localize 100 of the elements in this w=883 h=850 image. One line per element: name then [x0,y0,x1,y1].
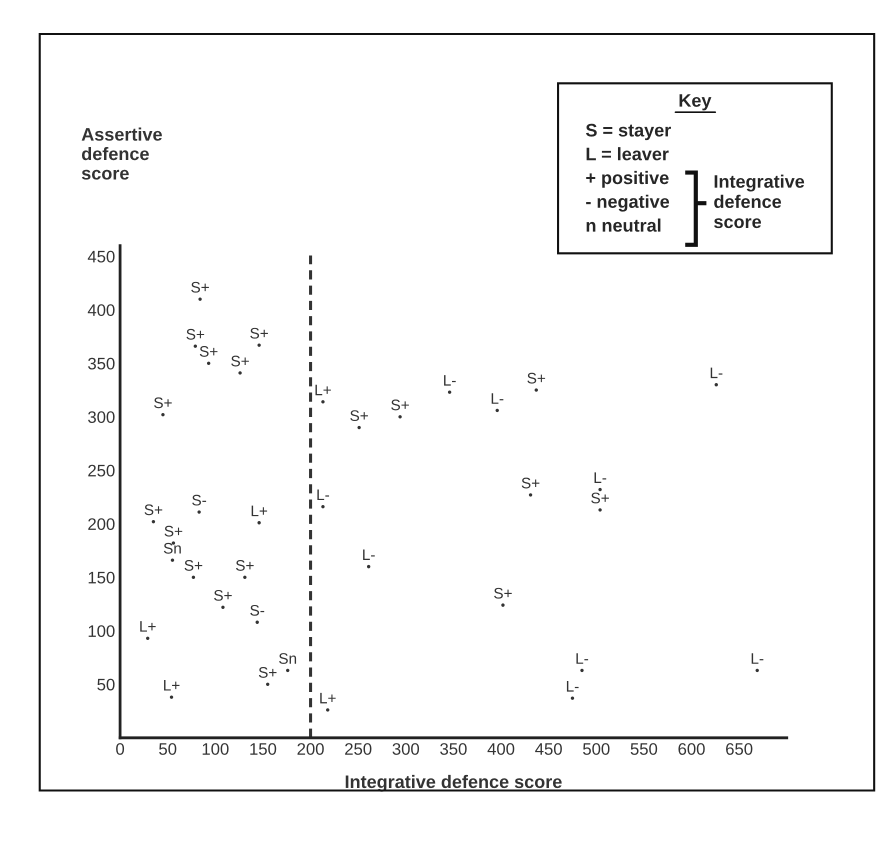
point [266,682,270,686]
text: S+ [527,372,546,384]
point [161,412,165,416]
text: L- [576,653,588,664]
text: L- [710,368,722,378]
text: S = stayer [586,124,671,140]
text: S+ [522,478,540,488]
y-tick-label: 50 [97,678,115,691]
text: L- [363,549,375,560]
text: - negative [586,194,670,212]
point [448,390,452,394]
point [534,388,538,392]
x-tick-label: 350 [440,743,467,755]
text: Integrative defence score [714,174,804,228]
x-tick-label: 200 [298,743,324,755]
y-tick-label: 150 [88,572,115,584]
text: S- [192,494,206,506]
text: S+ [250,328,268,339]
point [501,603,505,607]
point [198,297,202,301]
text: L- [752,653,764,664]
x-tick-label: 50 [159,743,176,755]
point [286,668,290,672]
y-tick-label: 400 [88,304,115,316]
point [243,576,247,580]
series-label: L- [444,375,456,386]
text: S+ [258,666,277,678]
y-tick-label: 300 [88,411,115,424]
text: L+ [315,384,331,396]
series-label: S+ [200,346,218,357]
text: S+ [391,400,409,410]
point [598,488,602,492]
text: L- [317,490,330,500]
x-tick-label: 300 [392,743,420,755]
x-tick-label: 0 [116,743,124,755]
point [170,695,174,699]
x-tick-label: 450 [535,743,562,755]
y-tick-label: 200 [88,518,115,530]
text: L- [492,393,504,404]
text: Key [680,94,712,110]
x-tick-label: 600 [678,743,705,755]
point [257,521,261,524]
x-tick-label: 150 [250,743,276,755]
series-label: L+ [252,506,268,516]
text: L+ [140,621,156,632]
text: L+ [320,692,336,704]
point [756,668,759,672]
point [714,383,718,386]
point [326,708,330,712]
text: L- [566,681,579,692]
point [192,576,196,580]
text: S+ [186,328,204,340]
text: S+ [591,492,609,504]
x-tick-label: 550 [630,743,658,755]
point [152,520,156,524]
point [357,426,361,430]
series-label: Sn [164,542,181,554]
y-tick-label: 250 [88,464,115,477]
y-axis-title: Assertive defence score [82,128,162,180]
y-tick-label: 350 [88,358,115,370]
text: S+ [191,282,209,293]
x-tick-label: 500 [583,743,610,755]
x-tick-label: 400 [488,743,514,755]
point [366,564,370,568]
series-label: S- [250,604,264,616]
point [206,362,210,366]
x-axis-title: Integrative defence score [346,774,562,792]
text: S+ [350,410,368,422]
text: S+ [144,504,162,516]
text: S+ [154,397,172,408]
text: S+ [236,560,254,571]
text: L+ [164,680,180,690]
point [398,415,402,419]
text: S+ [494,588,512,599]
point [257,343,261,347]
point [598,508,602,512]
point [496,408,499,412]
point [321,505,325,508]
x-tick-label: 650 [726,743,752,755]
text: + positive [586,170,669,188]
point [256,620,259,624]
point [580,668,584,672]
y-tick-label: 100 [88,625,115,638]
point [238,371,242,375]
y-tick-label: 450 [88,250,115,263]
text: L = leaver [586,147,669,160]
text: L- [594,472,606,483]
point [146,636,150,640]
point [321,400,325,404]
point [221,606,225,609]
text: Sn [279,653,296,664]
x-tick-label: 250 [345,743,372,755]
point [197,510,201,514]
text: S+ [231,356,249,366]
point [570,696,574,700]
text: S+ [184,560,202,571]
text: S+ [214,590,232,601]
x-tick-label: 100 [202,743,229,755]
text: n neutral [586,218,660,232]
text: S+ [164,526,182,537]
